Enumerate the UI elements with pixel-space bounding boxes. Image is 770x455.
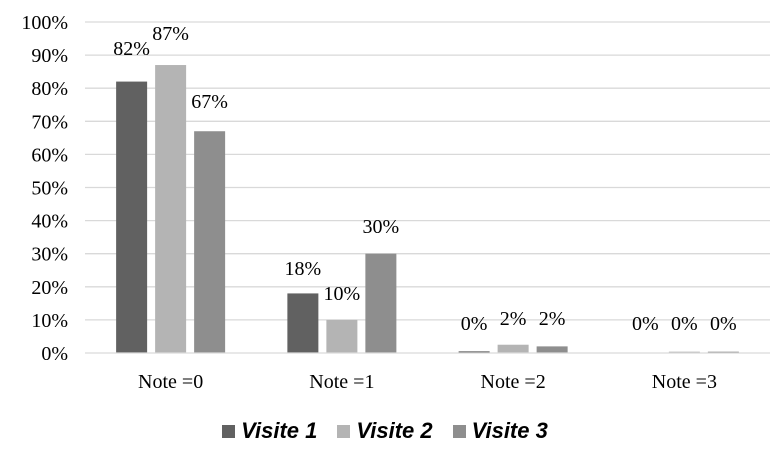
bar-visite-2-1 (326, 319, 358, 353)
bar-visite-1-0 (116, 81, 148, 353)
legend-label-visite-1: Visite 1 (241, 418, 318, 443)
legend-label-visite-2: Visite 2 (356, 418, 433, 443)
data-label: 0% (632, 313, 659, 335)
bar-visite-1-2 (458, 351, 490, 353)
x-tick-label: Note =0 (138, 371, 203, 393)
x-axis-ticks: Note =0 Note =1 Note =2 Note =3 (138, 371, 717, 393)
data-label: 0% (461, 313, 488, 335)
bar-visite-2-3 (668, 351, 700, 353)
bar-visite-1-1 (287, 293, 319, 353)
bar-visite-3-0 (194, 131, 226, 353)
data-label: 0% (671, 313, 698, 335)
bar-visite-2-0 (155, 65, 187, 353)
y-tick-label: 30% (31, 244, 68, 266)
y-tick-label: 60% (31, 144, 68, 166)
legend: Visite 1 Visite 2 Visite 3 (0, 418, 770, 444)
y-tick-label: 20% (31, 277, 68, 299)
legend-swatch-visite-3 (452, 424, 466, 438)
legend-swatch-visite-2 (337, 424, 351, 438)
data-label: 87% (152, 23, 189, 45)
data-label: 18% (285, 258, 322, 280)
y-tick-label: 70% (31, 111, 68, 133)
x-tick-label: Note =1 (309, 371, 374, 393)
data-label: 10% (324, 283, 361, 305)
legend-item-visite-2: Visite 2 (337, 418, 433, 444)
y-tick-label: 10% (31, 310, 68, 332)
bar-visite-3-1 (365, 253, 397, 353)
y-axis-ticks: 0% 10% 20% 30% 40% 50% 60% 70% 80% 90% 100% (21, 12, 68, 365)
bar-visite-3-3 (707, 351, 739, 353)
bars (116, 65, 739, 353)
legend-label-visite-3: Visite 3 (471, 418, 548, 443)
gridlines (85, 21, 770, 321)
y-tick-label: 100% (21, 12, 68, 34)
bar-visite-2-2 (497, 344, 529, 353)
data-labels: 82%87% 67% 18%10% 30% 0% 2% 2% 0% 0% 0% (113, 23, 736, 335)
legend-item-visite-3: Visite 3 (452, 418, 548, 444)
data-label: 67% (191, 91, 228, 113)
legend-item-visite-1: Visite 1 (222, 418, 317, 444)
data-label: 2% (500, 308, 527, 330)
data-label: 30% (363, 216, 400, 238)
data-label: 0% (710, 313, 737, 335)
y-tick-label: 80% (31, 78, 68, 100)
y-tick-label: 90% (31, 45, 68, 67)
x-tick-label: Note =3 (652, 371, 717, 393)
legend-swatch-visite-1 (222, 424, 236, 438)
y-tick-label: 50% (31, 178, 68, 200)
data-label: 82% (113, 38, 150, 60)
data-label: 2% (539, 308, 566, 330)
y-tick-label: 0% (41, 343, 68, 365)
x-tick-label: Note =2 (481, 371, 546, 393)
y-tick-label: 40% (31, 211, 68, 233)
bar-visite-3-2 (536, 346, 568, 353)
